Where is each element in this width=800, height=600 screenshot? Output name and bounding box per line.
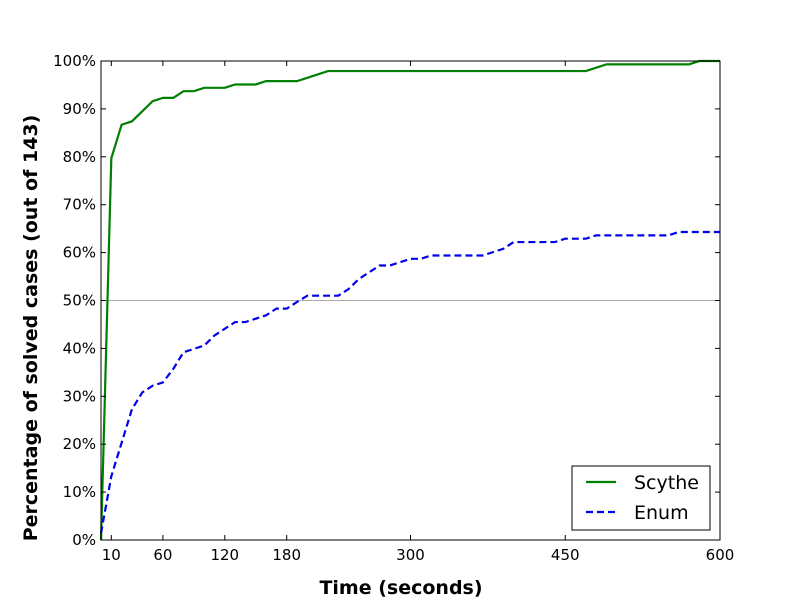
y-tick-label: 20%	[63, 435, 96, 453]
y-tick-label: 90%	[63, 100, 96, 118]
ticks-layer: 0% 10% 20% 30% 40% 50% 60% 70% 80% 90% 100% 10 60 120…	[53, 52, 734, 564]
x-tick-label: 450	[551, 546, 580, 564]
series-line-enum	[99, 230, 720, 534]
y-tick-label: 100%	[53, 52, 96, 70]
x-tick-label: 300	[396, 546, 425, 564]
series-layer	[99, 59, 720, 541]
y-tick-label: 50%	[63, 292, 96, 310]
y-tick-label: 60%	[63, 244, 96, 262]
legend-box	[571, 465, 711, 531]
x-tick-label: 10	[102, 546, 121, 564]
x-tick-label: 60	[153, 546, 172, 564]
y-tick-label: 80%	[63, 148, 96, 166]
y-tick-label: 40%	[63, 339, 96, 357]
y-axis-label: Percentage of solved cases (out of 143)	[20, 115, 42, 542]
x-tick-label: 600	[706, 546, 735, 564]
y-tick-label: 30%	[63, 387, 96, 405]
y-tick-label: 10%	[63, 483, 96, 501]
x-tick-label: 180	[272, 546, 301, 564]
legend-label-scythe: Scythe	[634, 472, 699, 494]
legend: Scythe Enum	[571, 465, 711, 531]
series-line-scythe	[99, 59, 720, 541]
y-tick-label: 0%	[72, 531, 96, 549]
x-tick-label: 120	[210, 546, 239, 564]
legend-label-enum: Enum	[634, 502, 689, 524]
y-tick-label: 70%	[63, 196, 96, 214]
x-axis-label: Time (seconds)	[319, 577, 482, 599]
